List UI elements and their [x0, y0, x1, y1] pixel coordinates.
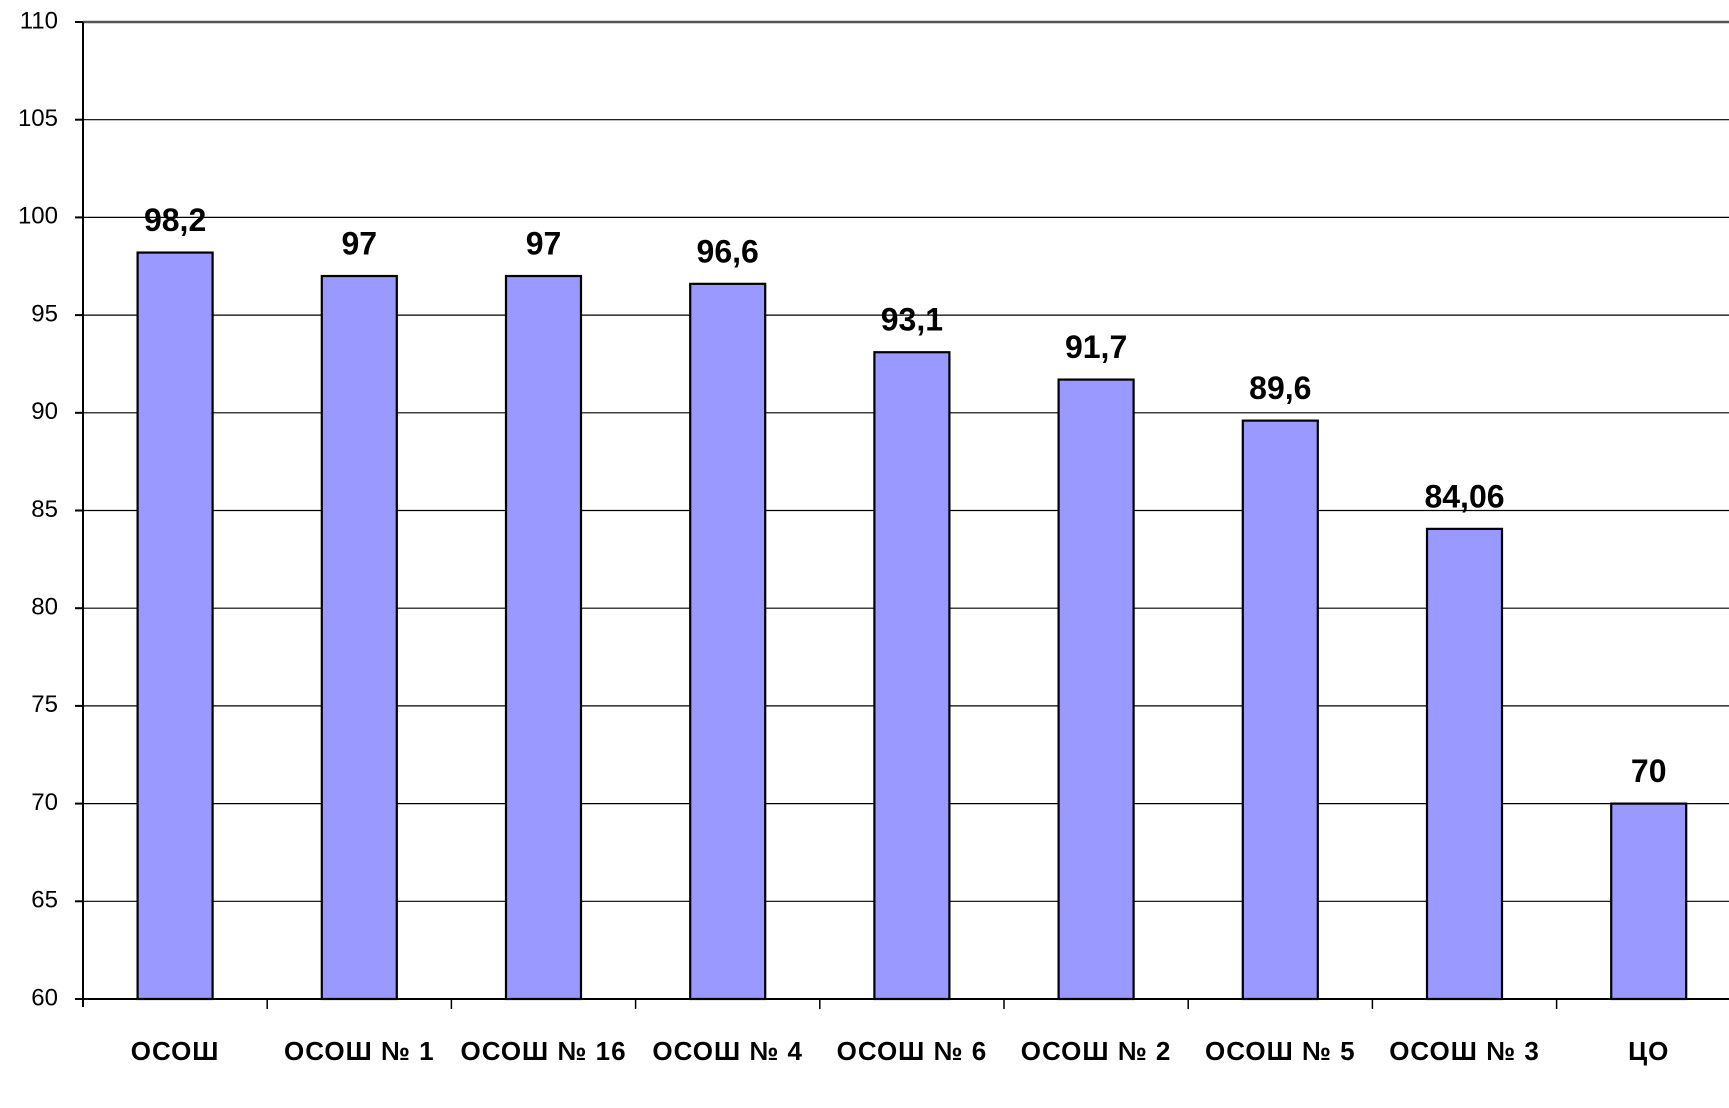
value-label: 97 [526, 225, 562, 261]
value-label: 97 [342, 225, 378, 261]
x-tick-label: ОСОШ № 1 [274, 1029, 444, 1073]
value-label: 96,6 [697, 233, 759, 269]
y-tick-label: 105 [18, 105, 58, 132]
y-tick-label: 90 [31, 398, 58, 425]
x-tick-label: ОСОШ № 16 [459, 1029, 629, 1073]
x-tick-label: ОСОШ № 5 [1195, 1029, 1365, 1073]
x-tick-label: ОСОШ № 6 [827, 1029, 997, 1073]
y-tick-label: 65 [31, 887, 58, 914]
bar [1611, 804, 1686, 999]
bar [322, 276, 397, 999]
x-tick-label: ЦО [1564, 1029, 1729, 1073]
y-tick-label: 85 [31, 496, 58, 523]
x-tick-label: ОСОШ № 4 [643, 1029, 813, 1073]
bar [506, 276, 581, 999]
y-tick-label: 95 [31, 300, 58, 327]
bar [690, 284, 765, 999]
value-label: 98,2 [144, 202, 206, 238]
bar [1243, 421, 1318, 999]
value-label: 70 [1631, 753, 1667, 789]
y-tick-label: 60 [31, 984, 58, 1011]
bar [1427, 529, 1502, 999]
chart: 60 65 70 75 80 85 90 95 100 105 110 98,2 97 97 96,6 93,… [0, 0, 1729, 1108]
y-tick-label: 75 [31, 691, 58, 718]
bar [138, 253, 213, 999]
chart-page: 60 65 70 75 80 85 90 95 100 105 110 98,2 97 97 96,6 93,… [0, 0, 1729, 1108]
x-tick-label: ОСОШ № 3 [1380, 1029, 1550, 1073]
y-tick-label: 100 [18, 203, 58, 230]
bar [1059, 380, 1134, 999]
bar [874, 352, 949, 999]
value-label: 93,1 [881, 302, 943, 338]
y-tick-label: 70 [31, 789, 58, 816]
value-label: 84,06 [1424, 478, 1504, 514]
y-tick-label: 80 [31, 594, 58, 621]
x-tick-label: ОСОШ [90, 1029, 260, 1073]
value-label: 89,6 [1249, 370, 1311, 406]
y-tick-label: 110 [20, 7, 58, 34]
x-tick-label: ОСОШ № 2 [1011, 1029, 1181, 1073]
value-label: 91,7 [1065, 329, 1127, 365]
